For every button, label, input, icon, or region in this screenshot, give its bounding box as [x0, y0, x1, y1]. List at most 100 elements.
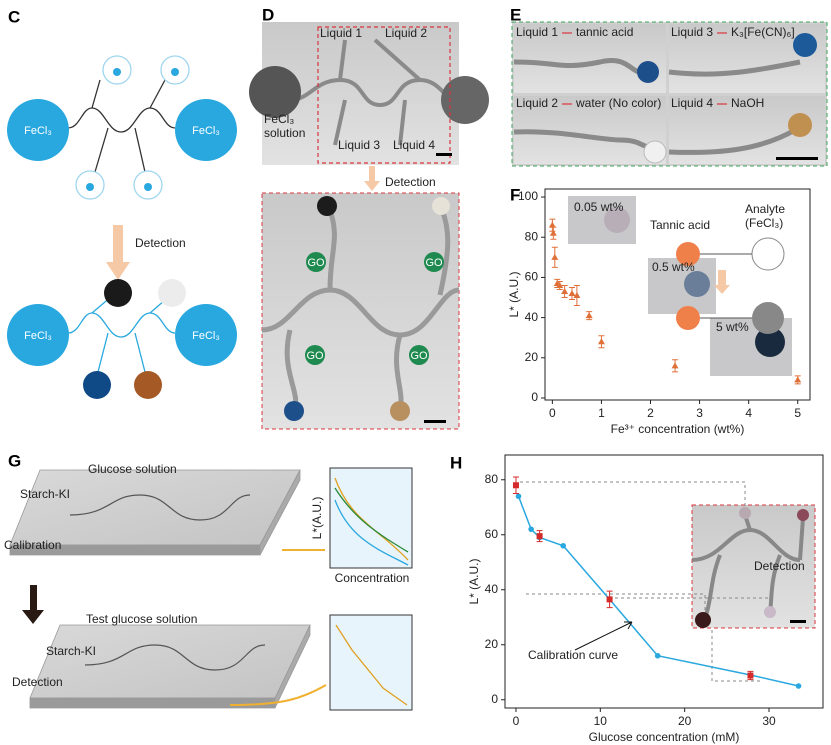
marker — [561, 287, 569, 294]
y-tick-label: 100 — [518, 189, 538, 203]
result-drop — [104, 279, 132, 307]
annotation-arrow — [574, 621, 633, 651]
channel — [668, 127, 797, 155]
schematic — [700, 253, 752, 319]
arrow — [22, 585, 44, 624]
schematic — [676, 242, 700, 266]
reservoir — [175, 99, 237, 161]
liquid-label: Liquid 2 — [516, 96, 558, 110]
result-drop — [134, 371, 162, 399]
result-drop — [684, 271, 710, 297]
reagent-label: K₃[Fe(CN)₆] — [731, 25, 795, 39]
marker — [548, 221, 556, 228]
channel — [513, 129, 653, 151]
y-axis-label: L* (A.U.) — [507, 271, 521, 317]
channel — [703, 514, 805, 619]
x-axis-label: Fe³⁺ concentration (wt%) — [611, 422, 745, 436]
photo — [514, 24, 666, 93]
source-label: solution — [264, 126, 305, 140]
channel — [691, 514, 805, 619]
scale-bar — [790, 620, 806, 623]
marker — [568, 289, 576, 296]
result-drop — [317, 196, 337, 216]
y-tick-label: 0 — [491, 692, 498, 706]
schematic — [752, 302, 784, 334]
drop — [171, 68, 179, 76]
scale-bar — [424, 420, 446, 423]
reagent-label: NaOH — [731, 96, 764, 110]
panel-c — [67, 107, 176, 133]
x-tick-label: 3 — [696, 406, 703, 420]
x-tick-label: 10 — [594, 714, 608, 728]
channel — [668, 59, 801, 77]
stage-label: Detection — [12, 675, 63, 689]
channel — [289, 77, 456, 108]
reservoir — [7, 99, 237, 366]
mini-axis-label: L*(A.U.) — [310, 497, 324, 540]
y-tick-label: 20 — [485, 637, 499, 651]
x-tick-label: 30 — [762, 714, 776, 728]
panel-label: F — [510, 185, 520, 204]
y-tick-label: 80 — [525, 229, 539, 243]
marker — [654, 652, 661, 659]
result-drop — [284, 401, 304, 421]
reservoir — [249, 66, 301, 118]
device — [9, 469, 301, 546]
arrow — [229, 684, 327, 706]
photo — [514, 24, 825, 164]
x-tick-label: 2 — [647, 406, 654, 420]
drop — [113, 68, 121, 76]
photo — [691, 504, 816, 629]
drop — [86, 183, 94, 191]
sensor-icon — [305, 252, 444, 365]
stage-label: Glucose solution — [88, 462, 177, 476]
mini-curve — [334, 477, 409, 566]
schematic — [676, 237, 785, 334]
sensor-icon — [424, 252, 444, 272]
arrow-label: Detection — [385, 175, 436, 189]
schematic — [751, 237, 785, 271]
y-tick-label: 0 — [531, 390, 538, 404]
marker — [528, 526, 534, 533]
marker — [585, 312, 593, 319]
device — [29, 624, 311, 699]
x-tick-label: 5 — [794, 406, 801, 420]
device — [29, 697, 276, 709]
liquid-label: Liquid 1 — [320, 26, 362, 40]
panel-c — [91, 79, 166, 173]
y-tick-label: 60 — [485, 527, 499, 541]
marker — [512, 482, 519, 489]
y-tick-label: 40 — [485, 582, 499, 596]
schematic — [714, 270, 730, 294]
channel — [84, 644, 266, 671]
result-drop — [788, 113, 812, 137]
panel-c — [67, 79, 176, 373]
channel — [261, 287, 460, 338]
reservoir-label: FeCl₃ — [192, 125, 220, 137]
reservoir — [7, 99, 69, 161]
liquid-label: Liquid 3 — [671, 25, 713, 39]
plot-frame — [504, 454, 824, 709]
label-arrow — [562, 32, 727, 105]
reagent-label: water (No color) — [575, 96, 661, 110]
device — [274, 624, 311, 709]
source-label: FeCl₃ — [264, 112, 294, 126]
y-tick-label: 60 — [525, 270, 539, 284]
x-tick-label: 0 — [549, 406, 556, 420]
result-drop — [797, 509, 809, 521]
annotation: Calibration curve — [528, 648, 618, 662]
channel — [69, 494, 266, 671]
result-drop — [637, 61, 659, 83]
sensor-label: GO — [425, 257, 443, 269]
annotation: Tannic acid — [650, 218, 710, 232]
result-drop — [83, 371, 111, 399]
highlight-box — [317, 26, 451, 164]
panel-label: D — [262, 5, 274, 24]
stage-label: Starch-KI — [20, 487, 70, 501]
device — [259, 469, 301, 556]
x-tick-label: 1 — [598, 406, 605, 420]
stage-label: Starch-KI — [46, 644, 96, 658]
panel-label: H — [450, 453, 462, 472]
result-drop — [739, 507, 751, 519]
